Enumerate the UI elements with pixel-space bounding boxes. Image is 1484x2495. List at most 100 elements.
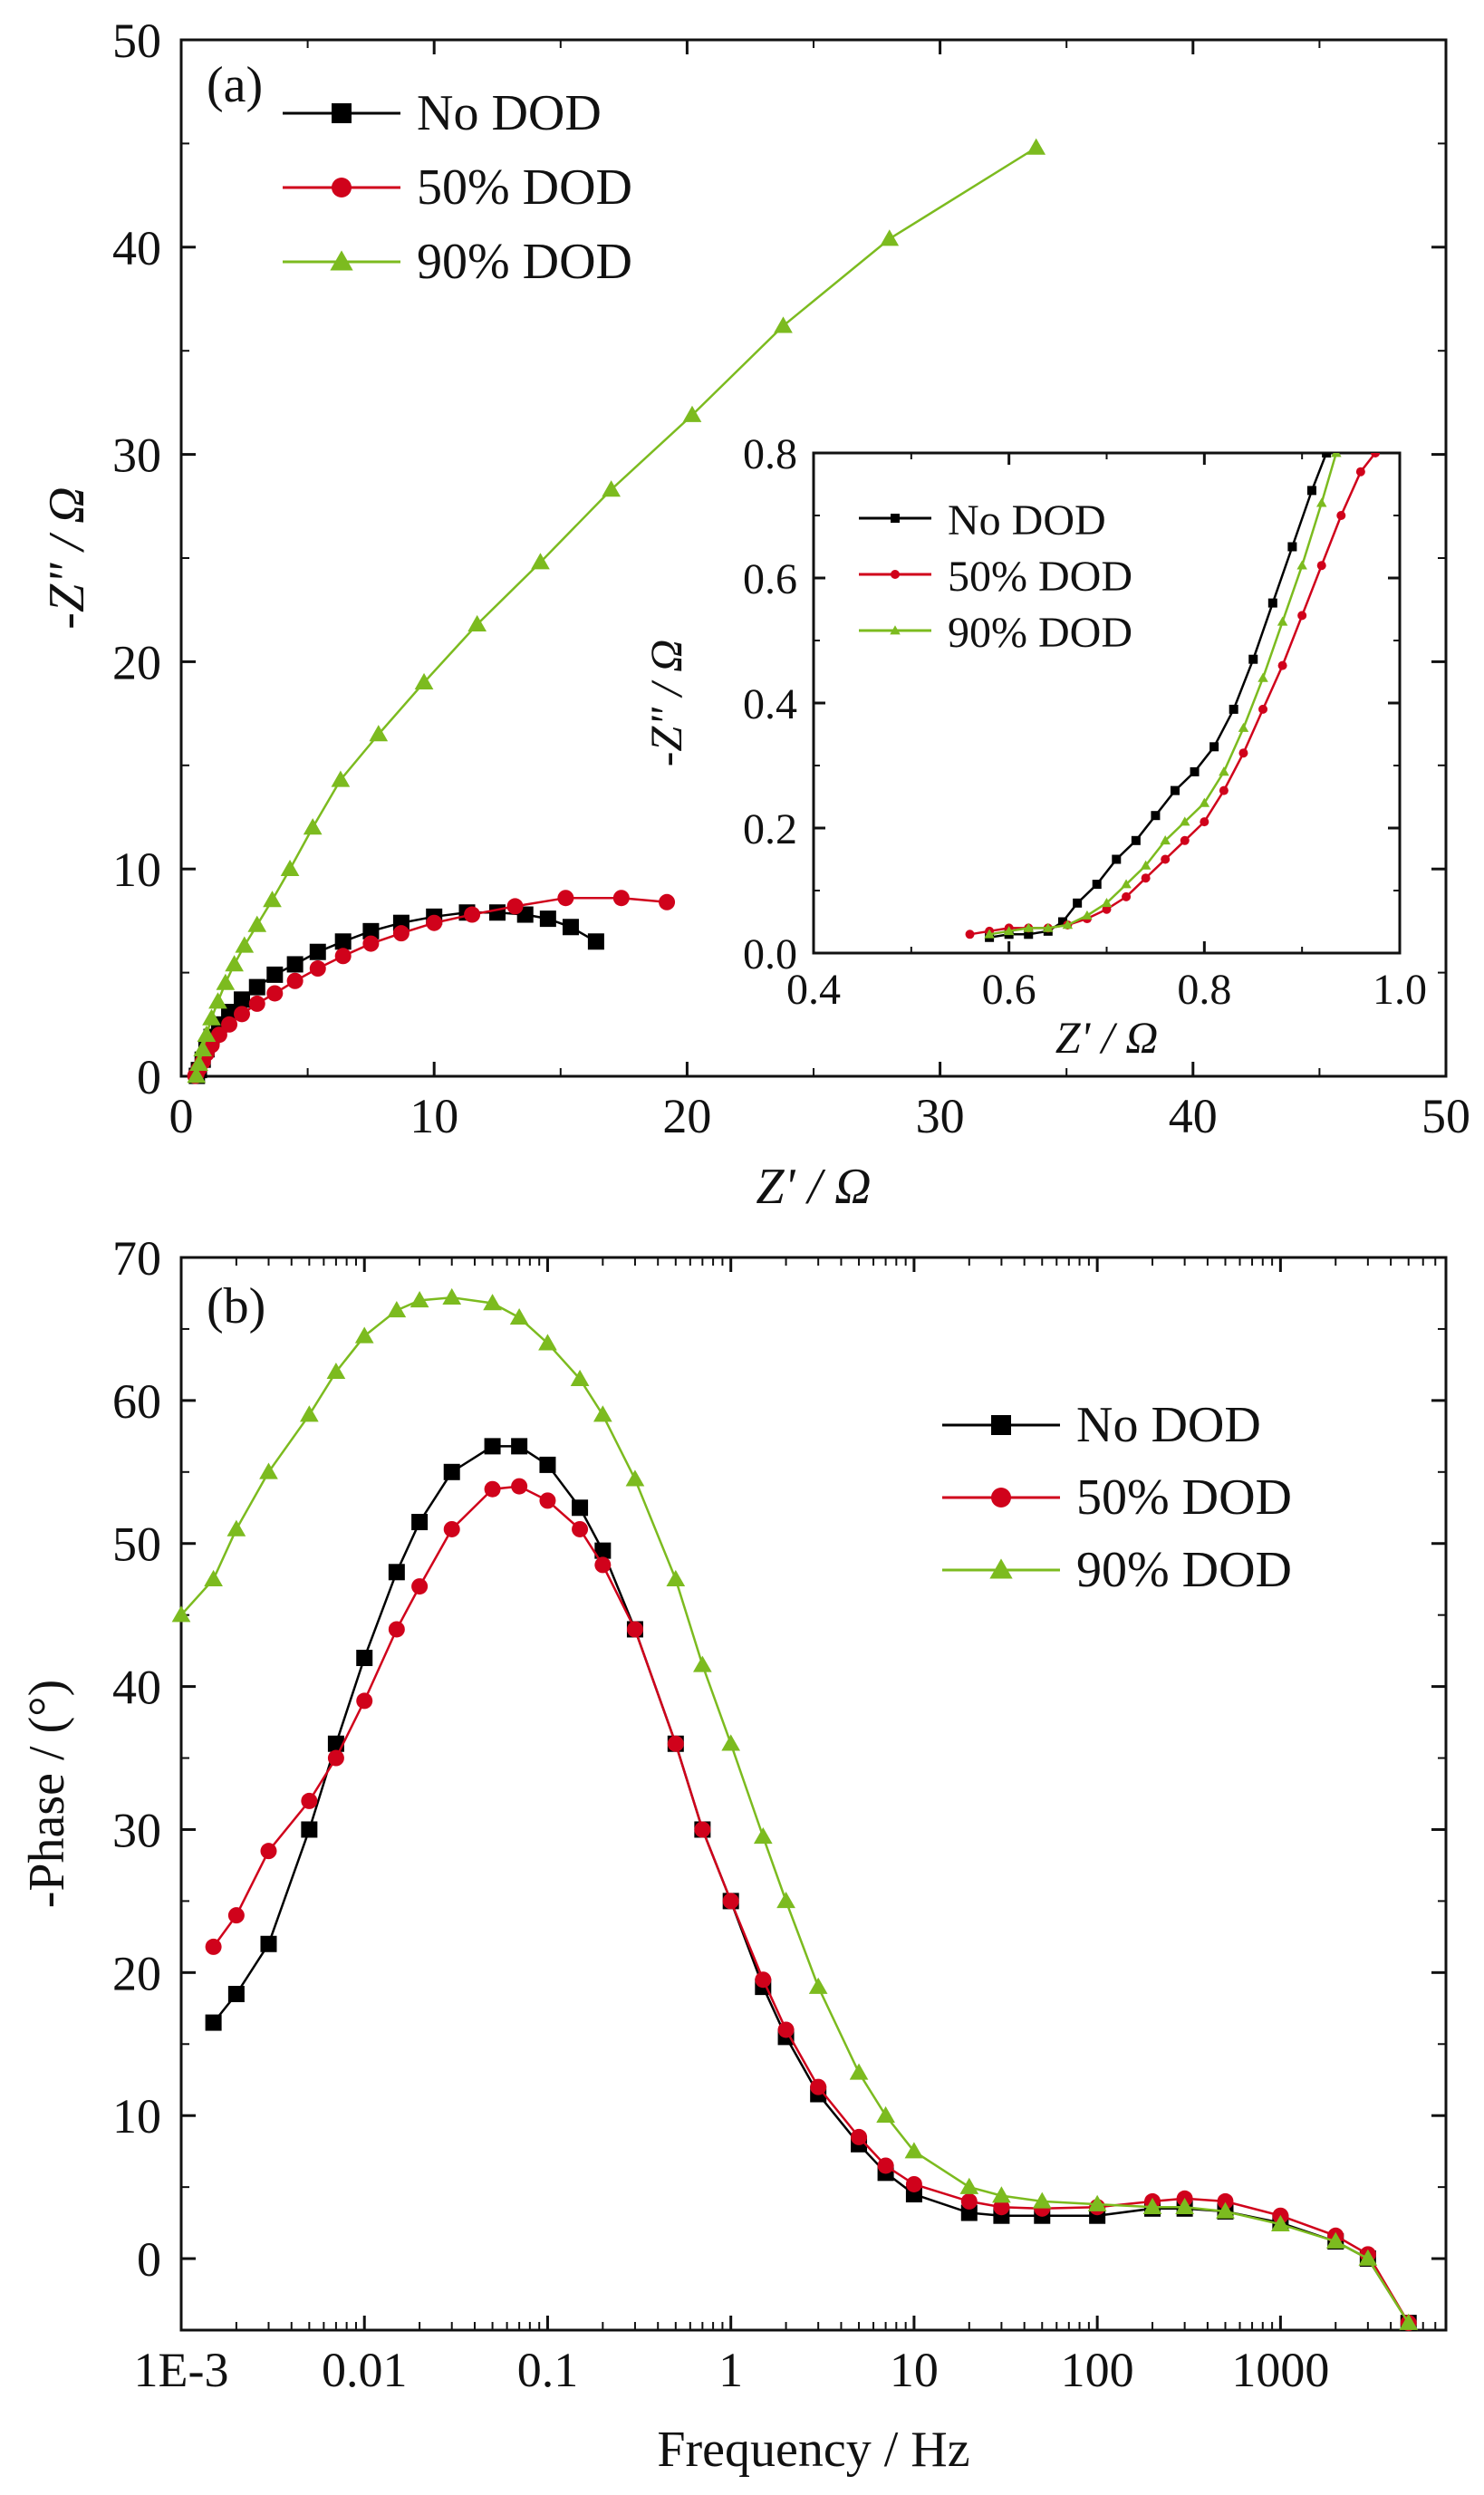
panel-b-series-2-point	[876, 2105, 895, 2123]
panel-b-series-1-point	[327, 1749, 344, 1767]
panel-a-series-2-point	[216, 973, 236, 990]
panel-a-series-2-point	[880, 229, 900, 246]
panel-a-inset-legend-label-1: 50% DOD	[948, 553, 1132, 601]
panel-a-inset-series-1-point	[1219, 785, 1229, 795]
panel-a-inset-series-1-point	[1355, 467, 1365, 477]
panel-b-y-tick-label: 10	[112, 2089, 161, 2143]
panel-b-x-tick-label: 10	[890, 2343, 939, 2397]
panel-a-inset-series-1-point	[1336, 511, 1346, 520]
panel-a-legend-label-2: 90% DOD	[417, 234, 632, 290]
panel-b-series-2-point	[593, 1405, 612, 1422]
panel-b-series-1-point	[905, 2175, 922, 2192]
panel-a-series-1-point	[392, 925, 410, 942]
panel-a-x-tick-label: 30	[916, 1089, 965, 1143]
panel-a-inset-series-2-point	[1296, 560, 1307, 570]
panel-a-inset-y-axis-title: -Z" / Ω	[641, 640, 691, 767]
panel-a-inset-legend-label-2: 90% DOD	[948, 609, 1132, 657]
panel-a-y-tick-label: 50	[112, 14, 161, 68]
panel-b-series-2-point	[753, 1827, 773, 1845]
panel-b-series-0-point	[572, 1499, 589, 1517]
panel-b-series-2-point	[693, 1655, 712, 1672]
panel-b-plot-frame	[179, 1256, 1448, 2332]
panel-a-inset-series-0-point	[1190, 766, 1200, 776]
panel-a-series-2-point	[1026, 138, 1046, 155]
panel-b-series-1-point	[626, 1621, 643, 1638]
panel-b-series-2-point	[1087, 2194, 1107, 2211]
panel-a-inset-series-1-point	[965, 930, 975, 939]
panel-a-series-1-point	[506, 898, 524, 915]
panel-a-series-1-point	[612, 890, 630, 907]
panel-b-series-2-point	[808, 1977, 828, 1994]
panel-a-series-2-point	[189, 1054, 208, 1072]
panel-a-inset-y-tick-label: 0.2	[743, 805, 797, 853]
panel-b-y-tick-label: 50	[112, 1517, 161, 1572]
panel-b-series-2-point	[992, 2186, 1011, 2203]
panel-a-series-1-point	[266, 985, 284, 1002]
panel-a-inset-legend-marker-1	[891, 570, 900, 579]
panel-a-y-tick-label: 40	[112, 221, 161, 275]
panel-a-legend-marker-2	[330, 250, 353, 271]
panel-b-series-1-point	[539, 1492, 556, 1509]
panel-a-inset-series-1-point	[1102, 904, 1112, 914]
panel-b-series-0-point	[594, 1542, 612, 1559]
panel-a-y-axis-title: -Z" / Ω	[39, 486, 95, 629]
panel-a-series-2-point	[247, 915, 267, 932]
panel-b-series-1-point	[877, 2157, 894, 2174]
panel-b-series-1-point	[227, 1907, 245, 1924]
panel-b-series-1-point	[572, 1520, 589, 1537]
panel-b-series-0-point	[443, 1463, 460, 1480]
panel-b-series-2-point	[666, 1569, 686, 1586]
panel-b-series-1-point	[810, 2078, 827, 2095]
panel-b-y-tick-label: 40	[112, 1661, 161, 1715]
panel-a-y-tick-label: 0	[137, 1050, 161, 1104]
panel-a-inset-series-2-point	[1101, 898, 1113, 908]
panel-b-series-1-point	[511, 1478, 528, 1495]
panel-a-series-1-point	[210, 1026, 227, 1044]
panel-a-series-2-point	[331, 770, 351, 787]
panel-b-series-2-point	[300, 1405, 319, 1422]
panel-b-series-1-point	[484, 1480, 501, 1498]
panel-a-inset-series-1-point	[1141, 873, 1151, 883]
panel-a-series-2-point	[414, 672, 434, 690]
panel-a-inset-series-1-point	[1371, 453, 1381, 458]
panel-a-inset-series-0-point	[1287, 542, 1297, 552]
panel-b-label: (b)	[207, 1278, 265, 1334]
panel-b-series-2-point	[776, 1892, 795, 1909]
panel-b-series-0-point	[356, 1650, 373, 1667]
panel-a-series-1-point	[234, 1006, 251, 1023]
panel-b-series-0-point	[260, 1935, 277, 1952]
panel-a-series-0-point	[334, 933, 352, 950]
panel-a-series-0-point	[587, 933, 604, 950]
panel-a-inset-y-tick-label: 0.8	[743, 430, 797, 478]
panel-a-series-1-point	[309, 960, 326, 978]
panel-a-inset-y-tick-label: 0.0	[743, 930, 797, 978]
panel-a-inset-series-0-point	[1073, 898, 1083, 908]
panel-a-series-2-point	[235, 936, 255, 953]
panel-a-series-0-point	[286, 956, 304, 973]
panel-b-series-1-point	[411, 1578, 429, 1595]
panel-b-series-2-point	[354, 1326, 374, 1344]
panel-b-series-1-point	[722, 1893, 739, 1910]
panel-b-series-2-point	[1399, 2313, 1419, 2330]
panel-a-series-2-point	[193, 1039, 213, 1057]
panel-a-inset-x-tick-label: 1.0	[1373, 966, 1427, 1014]
panel-b-legend-marker-0	[991, 1415, 1011, 1435]
panel-b-y-tick-label: 0	[137, 2232, 161, 2287]
panel-a-x-tick-label: 50	[1421, 1089, 1470, 1143]
panel-b-series-2-point	[387, 1301, 407, 1318]
panel-a-inset-series-2-point	[1062, 920, 1074, 930]
panel-a-inset-series-2-point	[1140, 860, 1152, 870]
panel-b-y-tick-label: 70	[112, 1231, 161, 1286]
panel-b-x-tick-label: 100	[1061, 2343, 1134, 2397]
panel-b-series-0-point	[205, 2014, 222, 2031]
panel-a-series-1-point	[659, 893, 676, 910]
panel-a-inset-background	[814, 453, 1400, 953]
panel-a-inset-series-2-point	[984, 929, 995, 939]
panel-b-series-2-point	[1032, 2192, 1052, 2209]
panel-a-y-tick-label: 30	[112, 429, 161, 483]
panel-a-series-0-point	[266, 966, 284, 983]
panel-b-series-1-point	[301, 1792, 318, 1809]
panel-b-series-2-point	[204, 1569, 223, 1586]
panel-a-inset-x-tick-label: 0.4	[786, 966, 841, 1014]
panel-b-series-2-point	[1271, 2214, 1290, 2231]
